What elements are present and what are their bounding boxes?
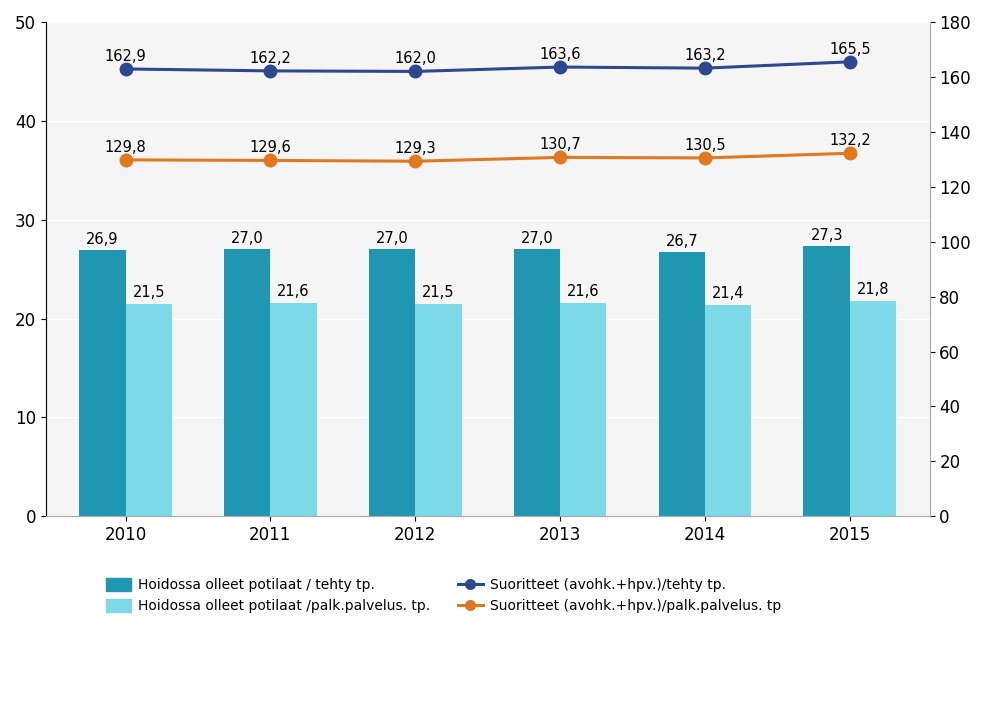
Bar xyxy=(850,301,896,516)
Legend: Hoidossa olleet potilaat / tehty tp., Hoidossa olleet potilaat /palk.palvelus. t: Hoidossa olleet potilaat / tehty tp., Ho… xyxy=(101,573,787,618)
Text: 162,0: 162,0 xyxy=(394,52,436,67)
Text: 27,3: 27,3 xyxy=(810,228,843,243)
Suoritteet (avohk.+hpv.)/tehty tp. xyxy=(264,67,276,75)
Text: 27,0: 27,0 xyxy=(521,231,553,246)
Suoritteet (avohk.+hpv.)/tehty tp. xyxy=(844,58,856,66)
Text: 21,5: 21,5 xyxy=(132,285,165,300)
Suoritteet (avohk.+hpv.)/tehty tp. xyxy=(119,65,131,73)
Text: 21,5: 21,5 xyxy=(422,285,455,300)
Text: 130,5: 130,5 xyxy=(684,138,726,153)
Suoritteet (avohk.+hpv.)/palk.palvelus. tp xyxy=(264,156,276,165)
Text: 163,2: 163,2 xyxy=(684,48,726,63)
Bar xyxy=(705,305,751,516)
Bar xyxy=(270,302,317,516)
Text: 162,9: 162,9 xyxy=(105,49,146,64)
Text: 27,0: 27,0 xyxy=(231,231,263,246)
Bar xyxy=(415,304,461,516)
Bar xyxy=(79,251,125,516)
Text: 26,9: 26,9 xyxy=(86,232,118,247)
Bar xyxy=(804,246,850,516)
Suoritteet (avohk.+hpv.)/tehty tp. xyxy=(699,64,711,72)
Text: 21,6: 21,6 xyxy=(567,284,599,300)
Text: 132,2: 132,2 xyxy=(829,133,871,148)
Text: 163,6: 163,6 xyxy=(539,47,581,62)
Bar xyxy=(224,249,270,516)
Text: 130,7: 130,7 xyxy=(539,138,581,153)
Bar xyxy=(369,249,415,516)
Text: 129,3: 129,3 xyxy=(394,141,436,156)
Suoritteet (avohk.+hpv.)/tehty tp. xyxy=(409,67,421,76)
Text: 21,6: 21,6 xyxy=(277,284,310,300)
Suoritteet (avohk.+hpv.)/palk.palvelus. tp xyxy=(409,157,421,165)
Text: 165,5: 165,5 xyxy=(829,42,871,57)
Text: 21,8: 21,8 xyxy=(857,283,889,297)
Text: 129,6: 129,6 xyxy=(249,141,291,155)
Suoritteet (avohk.+hpv.)/palk.palvelus. tp xyxy=(699,153,711,162)
Text: 129,8: 129,8 xyxy=(105,140,146,155)
Suoritteet (avohk.+hpv.)/palk.palvelus. tp xyxy=(554,153,566,162)
Text: 162,2: 162,2 xyxy=(249,51,291,66)
Line: Suoritteet (avohk.+hpv.)/palk.palvelus. tp: Suoritteet (avohk.+hpv.)/palk.palvelus. … xyxy=(119,147,856,168)
Text: 27,0: 27,0 xyxy=(376,231,408,246)
Bar xyxy=(514,249,560,516)
Text: 21,4: 21,4 xyxy=(712,286,744,301)
Text: 26,7: 26,7 xyxy=(666,234,698,249)
Suoritteet (avohk.+hpv.)/palk.palvelus. tp xyxy=(119,155,131,164)
Line: Suoritteet (avohk.+hpv.)/tehty tp.: Suoritteet (avohk.+hpv.)/tehty tp. xyxy=(119,55,856,77)
Bar xyxy=(659,252,705,516)
Suoritteet (avohk.+hpv.)/palk.palvelus. tp xyxy=(844,149,856,158)
Suoritteet (avohk.+hpv.)/tehty tp. xyxy=(554,62,566,71)
Bar xyxy=(560,302,606,516)
Bar xyxy=(125,304,172,516)
